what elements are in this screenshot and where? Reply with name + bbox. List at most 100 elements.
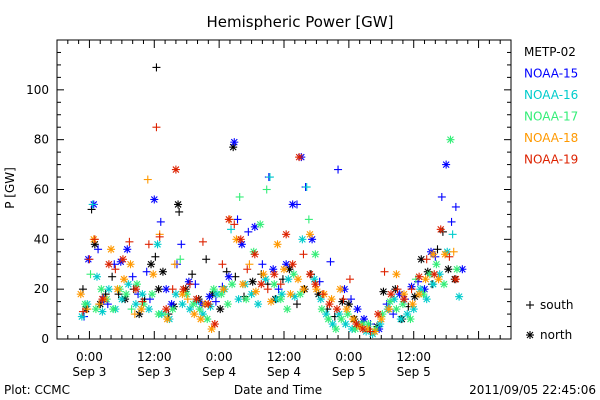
noaa-19-south-marker [393, 285, 402, 294]
noaa-19-south-marker [263, 285, 272, 294]
noaa-15-south-marker [156, 217, 165, 226]
noaa-17-south-marker [235, 192, 244, 201]
metp-02-south-marker [330, 312, 339, 321]
x-tick-time-label: 0:00 [206, 350, 233, 364]
noaa-15-south-marker [103, 300, 112, 309]
noaa-18-north-marker [178, 290, 187, 299]
noaa-17-north-marker [195, 305, 204, 314]
noaa-18-north-marker [267, 297, 276, 306]
noaa-15-north-marker [230, 138, 239, 147]
noaa-16-south-marker [265, 173, 274, 182]
noaa-18-south-marker [95, 300, 104, 309]
noaa-17-north-marker [324, 315, 333, 324]
noaa-15-north-marker [123, 245, 132, 254]
noaa-16-south-marker [448, 230, 457, 239]
noaa-17-north-marker [446, 135, 455, 144]
noaa-16-south-marker [302, 183, 311, 192]
y-axis: 0 20 40 60 80 100 [26, 39, 511, 346]
noaa-15-south-marker [389, 310, 398, 319]
noaa-16-north-marker [429, 280, 438, 289]
metp-02-north-marker [417, 255, 426, 264]
noaa-19-north-marker [270, 270, 279, 279]
noaa-15-south-marker [128, 272, 137, 281]
legend: METP-02 NOAA-15 NOAA-16 NOAA-17 NOAA-18 NOAA-… [524, 45, 578, 167]
noaa-18-north-marker [149, 270, 158, 279]
noaa-17-south-marker [176, 255, 185, 264]
noaa-15-north-marker [205, 292, 214, 301]
noaa-15-north-marker [442, 160, 451, 169]
noaa-19-south-marker [366, 327, 375, 336]
noaa-19-north-marker [179, 285, 188, 294]
noaa-16-north-marker [144, 305, 153, 314]
noaa-17-north-marker [256, 220, 265, 229]
legend-entry-noaa-19: NOAA-19 [524, 153, 578, 167]
plot-credit: Plot: CCMC [4, 383, 70, 397]
noaa-17-north-marker [432, 260, 441, 269]
metp-02-south-marker [292, 300, 301, 309]
noaa-19-north-marker [131, 285, 140, 294]
noaa-19-south-marker [230, 220, 239, 229]
metp-02-north-marker [174, 200, 183, 209]
metp-02-north-marker [444, 265, 453, 274]
noaa-16-north-marker [77, 312, 86, 321]
legend-entry-metp-02: METP-02 [524, 45, 576, 59]
noaa-17-north-marker [122, 290, 131, 299]
noaa-19-south-marker [339, 295, 348, 304]
x-tick-date-label: Sep 4 [267, 365, 301, 379]
noaa-16-south-marker [88, 200, 97, 209]
metp-02-south-marker [108, 272, 117, 281]
noaa-17-north-marker [385, 297, 394, 306]
noaa-17-north-marker [228, 280, 237, 289]
noaa-19-south-marker [407, 285, 416, 294]
noaa-19-south-marker [422, 255, 431, 264]
y-tick-label: 60 [34, 183, 49, 197]
noaa-18-north-marker [408, 300, 417, 309]
noaa-15-south-marker [211, 297, 220, 306]
noaa-17-north-marker [296, 290, 305, 299]
metp-02-north-marker [379, 287, 388, 296]
noaa-18-north-marker [421, 275, 430, 284]
noaa-18-north-marker [190, 310, 199, 319]
noaa-15-north-marker [288, 200, 297, 209]
marker-key-north-symbol [526, 331, 534, 339]
metp-02-north-marker [216, 305, 225, 314]
noaa-17-south-marker [304, 215, 313, 224]
noaa-17-north-marker [364, 320, 373, 329]
y-tick-label: 80 [34, 133, 49, 147]
noaa-17-north-marker [81, 300, 90, 309]
noaa-18-north-marker [434, 275, 443, 284]
noaa-16-south-marker [227, 225, 236, 234]
noaa-15-north-marker [150, 195, 159, 204]
noaa-19-north-marker [295, 153, 304, 162]
noaa-19-south-marker [111, 265, 120, 274]
noaa-15-north-marker [167, 300, 176, 309]
noaa-19-north-marker [358, 325, 367, 334]
noaa-15-south-marker [274, 285, 283, 294]
noaa-15-south-marker [437, 192, 446, 201]
noaa-15-south-marker [451, 202, 460, 211]
noaa-19-south-marker [138, 297, 147, 306]
legend-entry-noaa-16: NOAA-16 [524, 88, 578, 102]
noaa-18-north-marker [305, 230, 314, 239]
noaa-17-north-marker [392, 305, 401, 314]
noaa-17-north-marker [132, 280, 141, 289]
x-tick-time-label: 12:00 [396, 350, 431, 364]
noaa-15-south-marker [447, 217, 456, 226]
noaa-17-south-marker [86, 270, 95, 279]
noaa-16-north-marker [153, 240, 162, 249]
marker-key: south north [526, 298, 574, 342]
noaa-17-north-marker [311, 250, 320, 259]
noaa-16-north-marker [422, 295, 431, 304]
noaa-17-north-marker [109, 305, 118, 314]
noaa-16-north-marker [284, 275, 293, 284]
noaa-19-south-marker [318, 290, 327, 299]
noaa-16-north-marker [178, 300, 187, 309]
noaa-15-north-marker [269, 265, 278, 274]
noaa-19-north-marker [250, 250, 259, 259]
noaa-18-north-marker [392, 270, 401, 279]
noaa-19-north-marker [104, 260, 113, 269]
noaa-19-south-marker [85, 255, 94, 264]
noaa-16-north-marker [455, 292, 464, 301]
noaa-19-north-marker [98, 295, 107, 304]
noaa-15-south-marker [177, 240, 186, 249]
